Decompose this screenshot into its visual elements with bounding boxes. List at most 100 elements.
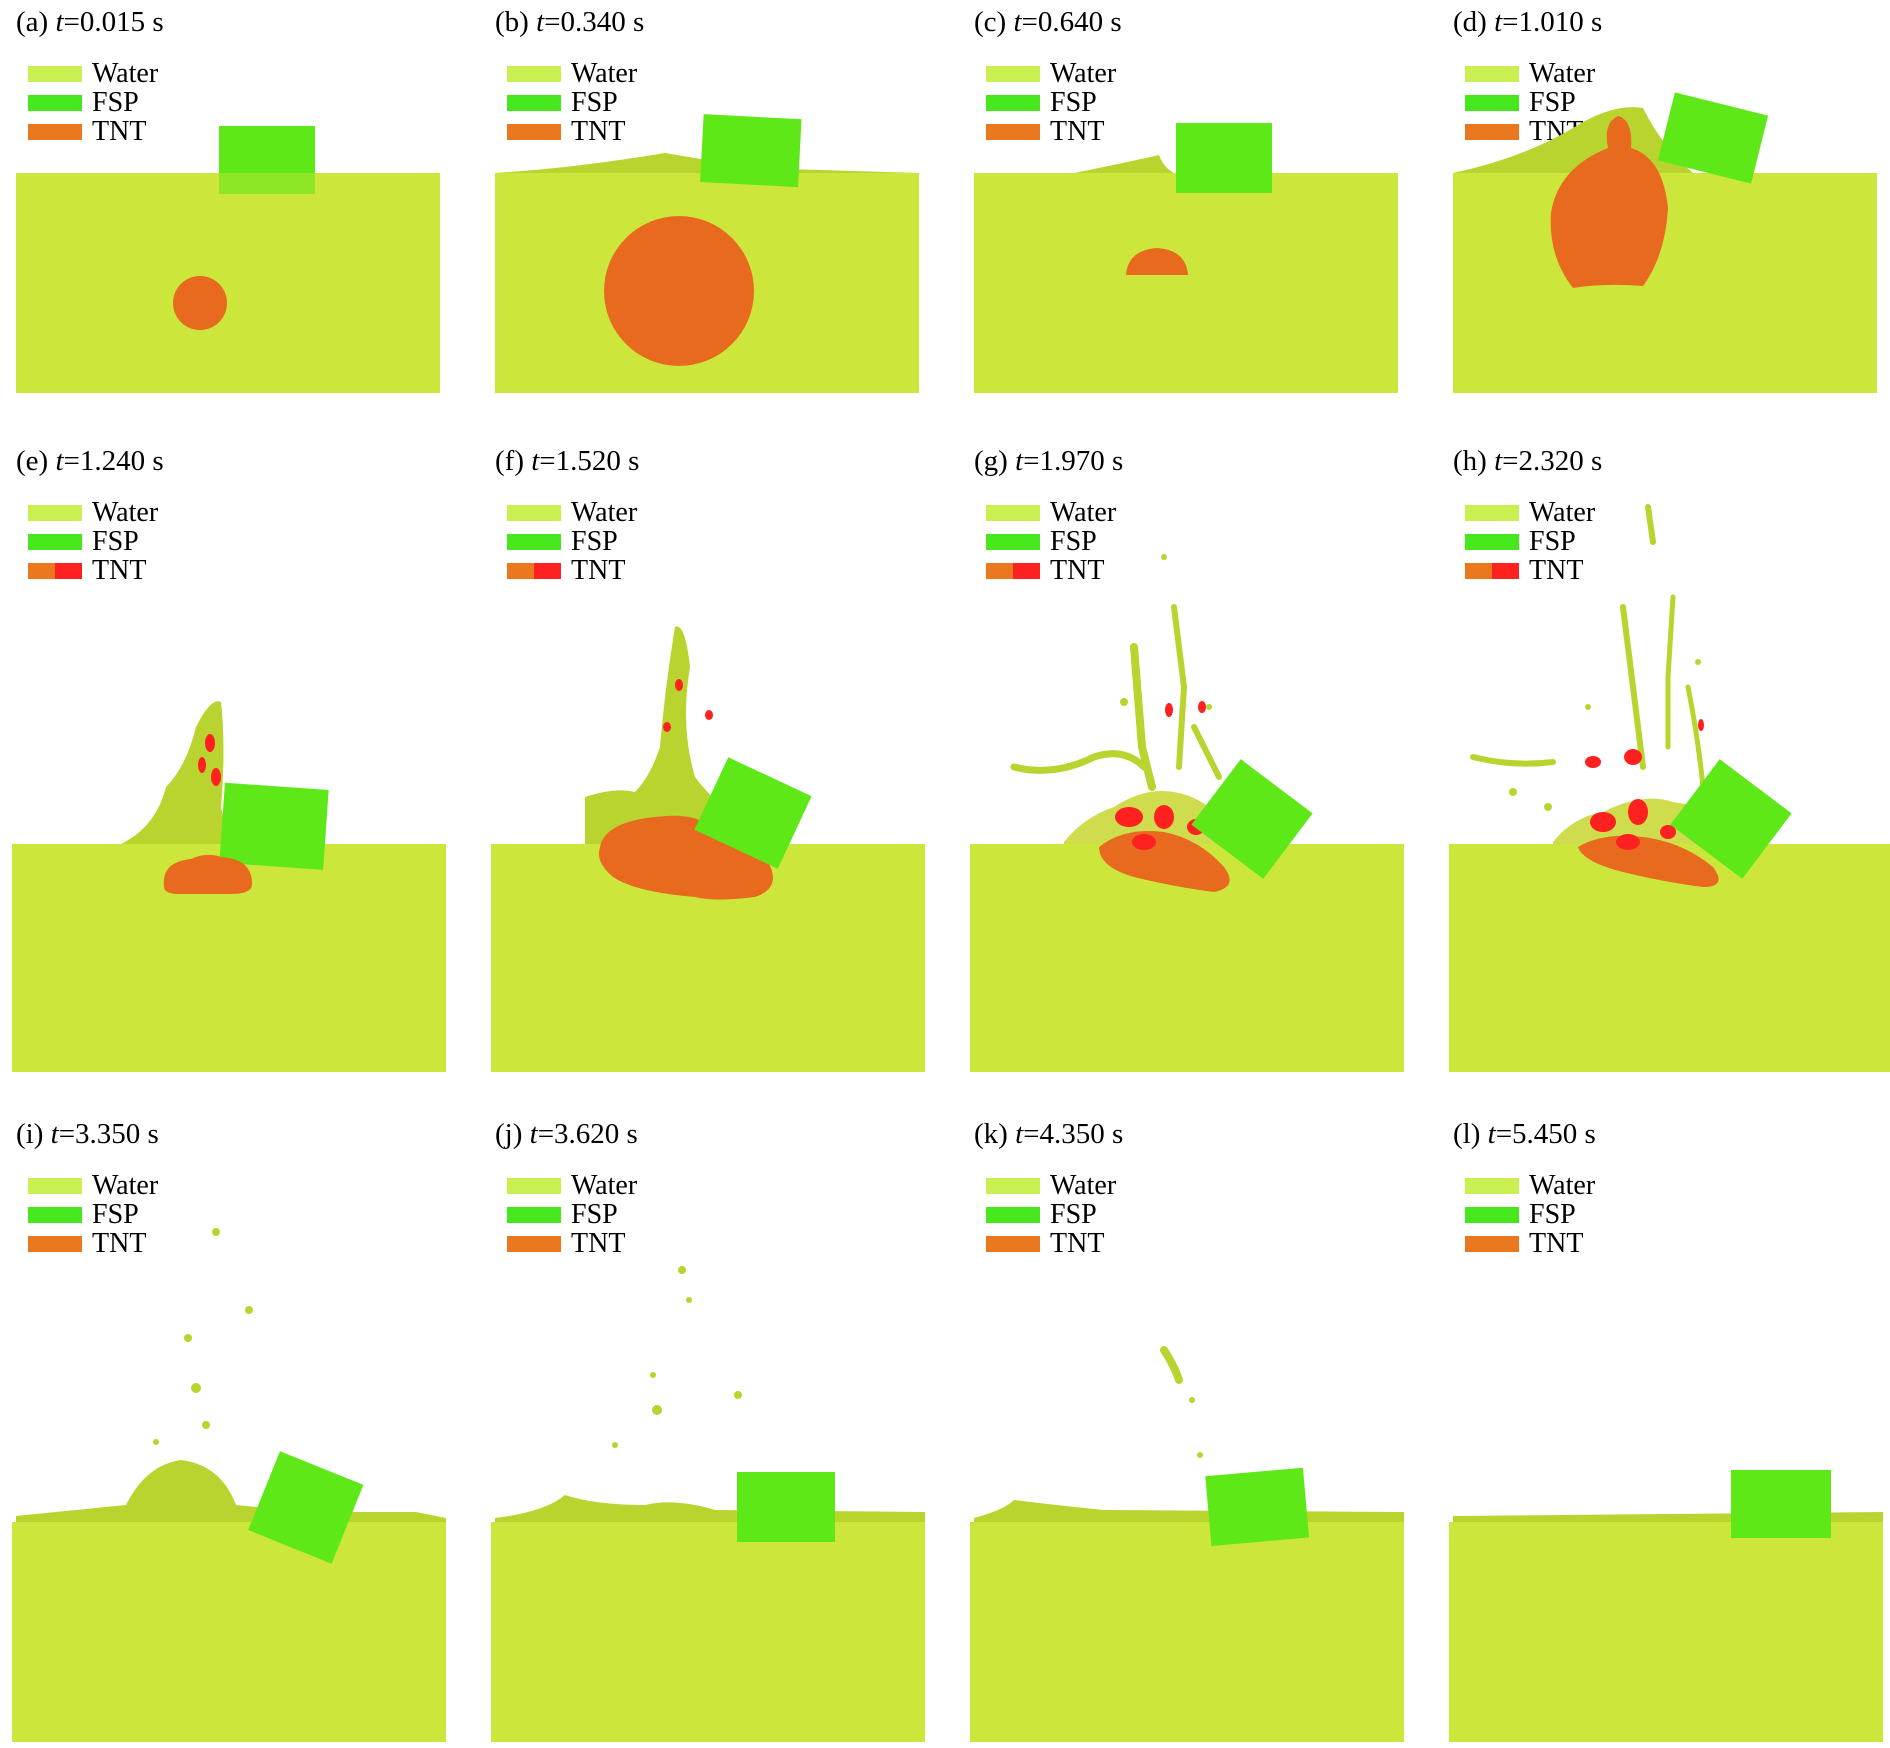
- panel-d: (d) t=1.010 s Water FSP TNT: [1453, 8, 1890, 398]
- legend-fsp-label: FSP: [1529, 1199, 1576, 1230]
- legend-fsp-label: FSP: [1529, 526, 1576, 557]
- legend-tnt-label: TNT: [571, 116, 626, 147]
- water-splash: [495, 1495, 925, 1524]
- simulation-scene: [970, 1346, 1404, 1742]
- water-swatch: [986, 66, 1040, 82]
- tnt-bubble: [604, 216, 754, 366]
- tnt-swatch: [986, 563, 1040, 579]
- water-swatch: [507, 66, 561, 82]
- water-jet: [1470, 754, 1556, 767]
- legend-water-label: Water: [92, 1170, 159, 1201]
- simulation-scene: [491, 1266, 925, 1742]
- water-droplet: [202, 1421, 210, 1429]
- water-surface-bulge: [1453, 107, 1693, 173]
- legend-water-label: Water: [1529, 58, 1596, 89]
- tnt-bubble: [173, 276, 227, 330]
- simulation-scene: [1453, 92, 1877, 393]
- water-jet: [1130, 643, 1156, 791]
- panel-f: (f) t=1.520 s Water FSP TNT: [491, 445, 925, 1077]
- fsp-swatch: [986, 95, 1040, 111]
- simulation-scene: [974, 123, 1398, 393]
- water-droplet: [1509, 788, 1517, 796]
- tnt-bubble: [1099, 831, 1230, 892]
- tnt-bubble: [598, 815, 773, 900]
- legend-water-label: Water: [1050, 497, 1117, 528]
- tnt-hot-fragment: [705, 710, 713, 720]
- tnt-hot-fragment: [205, 734, 215, 752]
- tnt-bubble: [1126, 248, 1188, 275]
- fsp-block: [248, 1451, 364, 1564]
- panel-caption: (f) t=1.520 s: [495, 445, 640, 477]
- water-jet: [1620, 604, 1646, 770]
- fsp-swatch: [507, 1207, 561, 1223]
- fsp-swatch: [986, 534, 1040, 550]
- water-jet: [1645, 504, 1656, 545]
- water-jet: [1010, 750, 1148, 774]
- simulation-scene: [16, 126, 440, 393]
- panel-caption: (j) t=3.620 s: [495, 1118, 638, 1150]
- water-droplet: [1695, 659, 1701, 665]
- tnt-swatch: [1465, 1236, 1519, 1252]
- legend-water-label: Water: [571, 497, 638, 528]
- tnt-swatch: [1465, 124, 1519, 140]
- water-droplet: [245, 1306, 253, 1314]
- tnt-swatch: [986, 124, 1040, 140]
- tnt-hot-fragment: [1115, 807, 1143, 827]
- water-body: [491, 1522, 925, 1742]
- water-droplet: [1544, 803, 1552, 811]
- water-droplet: [212, 1228, 220, 1236]
- tnt-swatch: [507, 1236, 561, 1252]
- water-body: [974, 173, 1398, 393]
- tnt-hot-fragment: [1198, 701, 1206, 713]
- panel-l: (l) t=5.450 s Water FSP TNT: [1449, 1118, 1890, 1746]
- fsp-swatch: [507, 95, 561, 111]
- legend-fsp-label: FSP: [571, 1199, 618, 1230]
- water-jet: [1665, 594, 1676, 750]
- water-splash: [585, 626, 730, 844]
- legend-tnt-label: TNT: [92, 116, 147, 147]
- simulation-scene: [491, 626, 925, 1072]
- simulation-scene: [12, 1228, 446, 1742]
- tnt-bubble: [163, 854, 253, 894]
- tnt-hot-fragment: [1585, 756, 1601, 768]
- water-swatch: [28, 66, 82, 82]
- panel-caption: (l) t=5.450 s: [1453, 1118, 1596, 1150]
- panel-caption: (g) t=1.970 s: [974, 445, 1124, 477]
- water-splash: [1064, 791, 1229, 844]
- water-body: [970, 1522, 1404, 1742]
- legend-fsp-label: FSP: [92, 526, 139, 557]
- fsp-block: [737, 1472, 835, 1542]
- tnt-hot-fragment: [1660, 825, 1676, 839]
- water-body: [16, 173, 440, 393]
- panel-j: (j) t=3.620 s Water FSP TNT: [491, 1118, 925, 1746]
- legend-water-label: Water: [1529, 1170, 1596, 1201]
- panel-a: (a) t=0.015 s Water FSP TNT: [16, 8, 446, 398]
- simulation-scene: [12, 701, 446, 1072]
- water-droplet: [1189, 1397, 1195, 1403]
- tnt-swatch: [28, 563, 82, 579]
- legend-fsp-label: FSP: [1050, 1199, 1097, 1230]
- water-droplet: [678, 1266, 686, 1274]
- fsp-swatch: [28, 534, 82, 550]
- water-droplet: [1585, 704, 1591, 710]
- water-body: [1449, 1522, 1883, 1742]
- fsp-block: [219, 782, 329, 870]
- tnt-swatch: [986, 1236, 1040, 1252]
- panel-i: (i) t=3.350 s Water FSP TNT: [12, 1120, 446, 1746]
- legend-tnt-label: TNT: [1050, 1228, 1105, 1259]
- tnt-swatch: [507, 124, 561, 140]
- simulation-scene: [1449, 504, 1890, 1072]
- legend-tnt-label: TNT: [571, 1228, 626, 1259]
- water-swatch: [986, 505, 1040, 521]
- water-swatch: [507, 505, 561, 521]
- panel-e: (e) t=1.240 s Water FSP TNT: [12, 447, 446, 1077]
- tnt-plume: [1550, 116, 1668, 288]
- tnt-swatch: [28, 1236, 82, 1252]
- water-swatch: [28, 1178, 82, 1194]
- water-swatch: [986, 1178, 1040, 1194]
- legend-water-label: Water: [92, 58, 159, 89]
- water-swatch: [507, 1178, 561, 1194]
- legend-water-label: Water: [1529, 497, 1596, 528]
- fsp-swatch: [28, 95, 82, 111]
- legend-tnt-label: TNT: [1050, 116, 1105, 147]
